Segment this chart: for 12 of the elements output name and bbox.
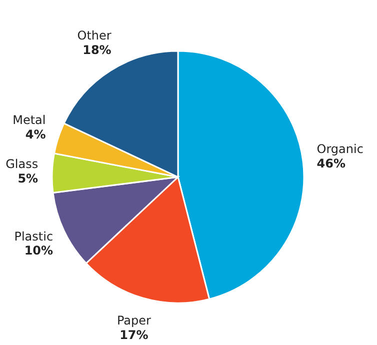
data-label: 17% (120, 328, 148, 342)
slice-label: Other (77, 28, 112, 43)
slice-label: Organic (316, 142, 364, 156)
data-label: 46% (316, 156, 346, 171)
slice-label: Glass (6, 157, 38, 172)
slice-label: Paper (116, 314, 151, 328)
data-label: 5% (18, 171, 38, 186)
slice-label: Plastic (14, 229, 54, 244)
slice-label: Metal (12, 113, 46, 128)
data-label: 4% (25, 128, 46, 142)
data-label: 18% (82, 42, 112, 57)
data-label: 10% (24, 244, 54, 258)
